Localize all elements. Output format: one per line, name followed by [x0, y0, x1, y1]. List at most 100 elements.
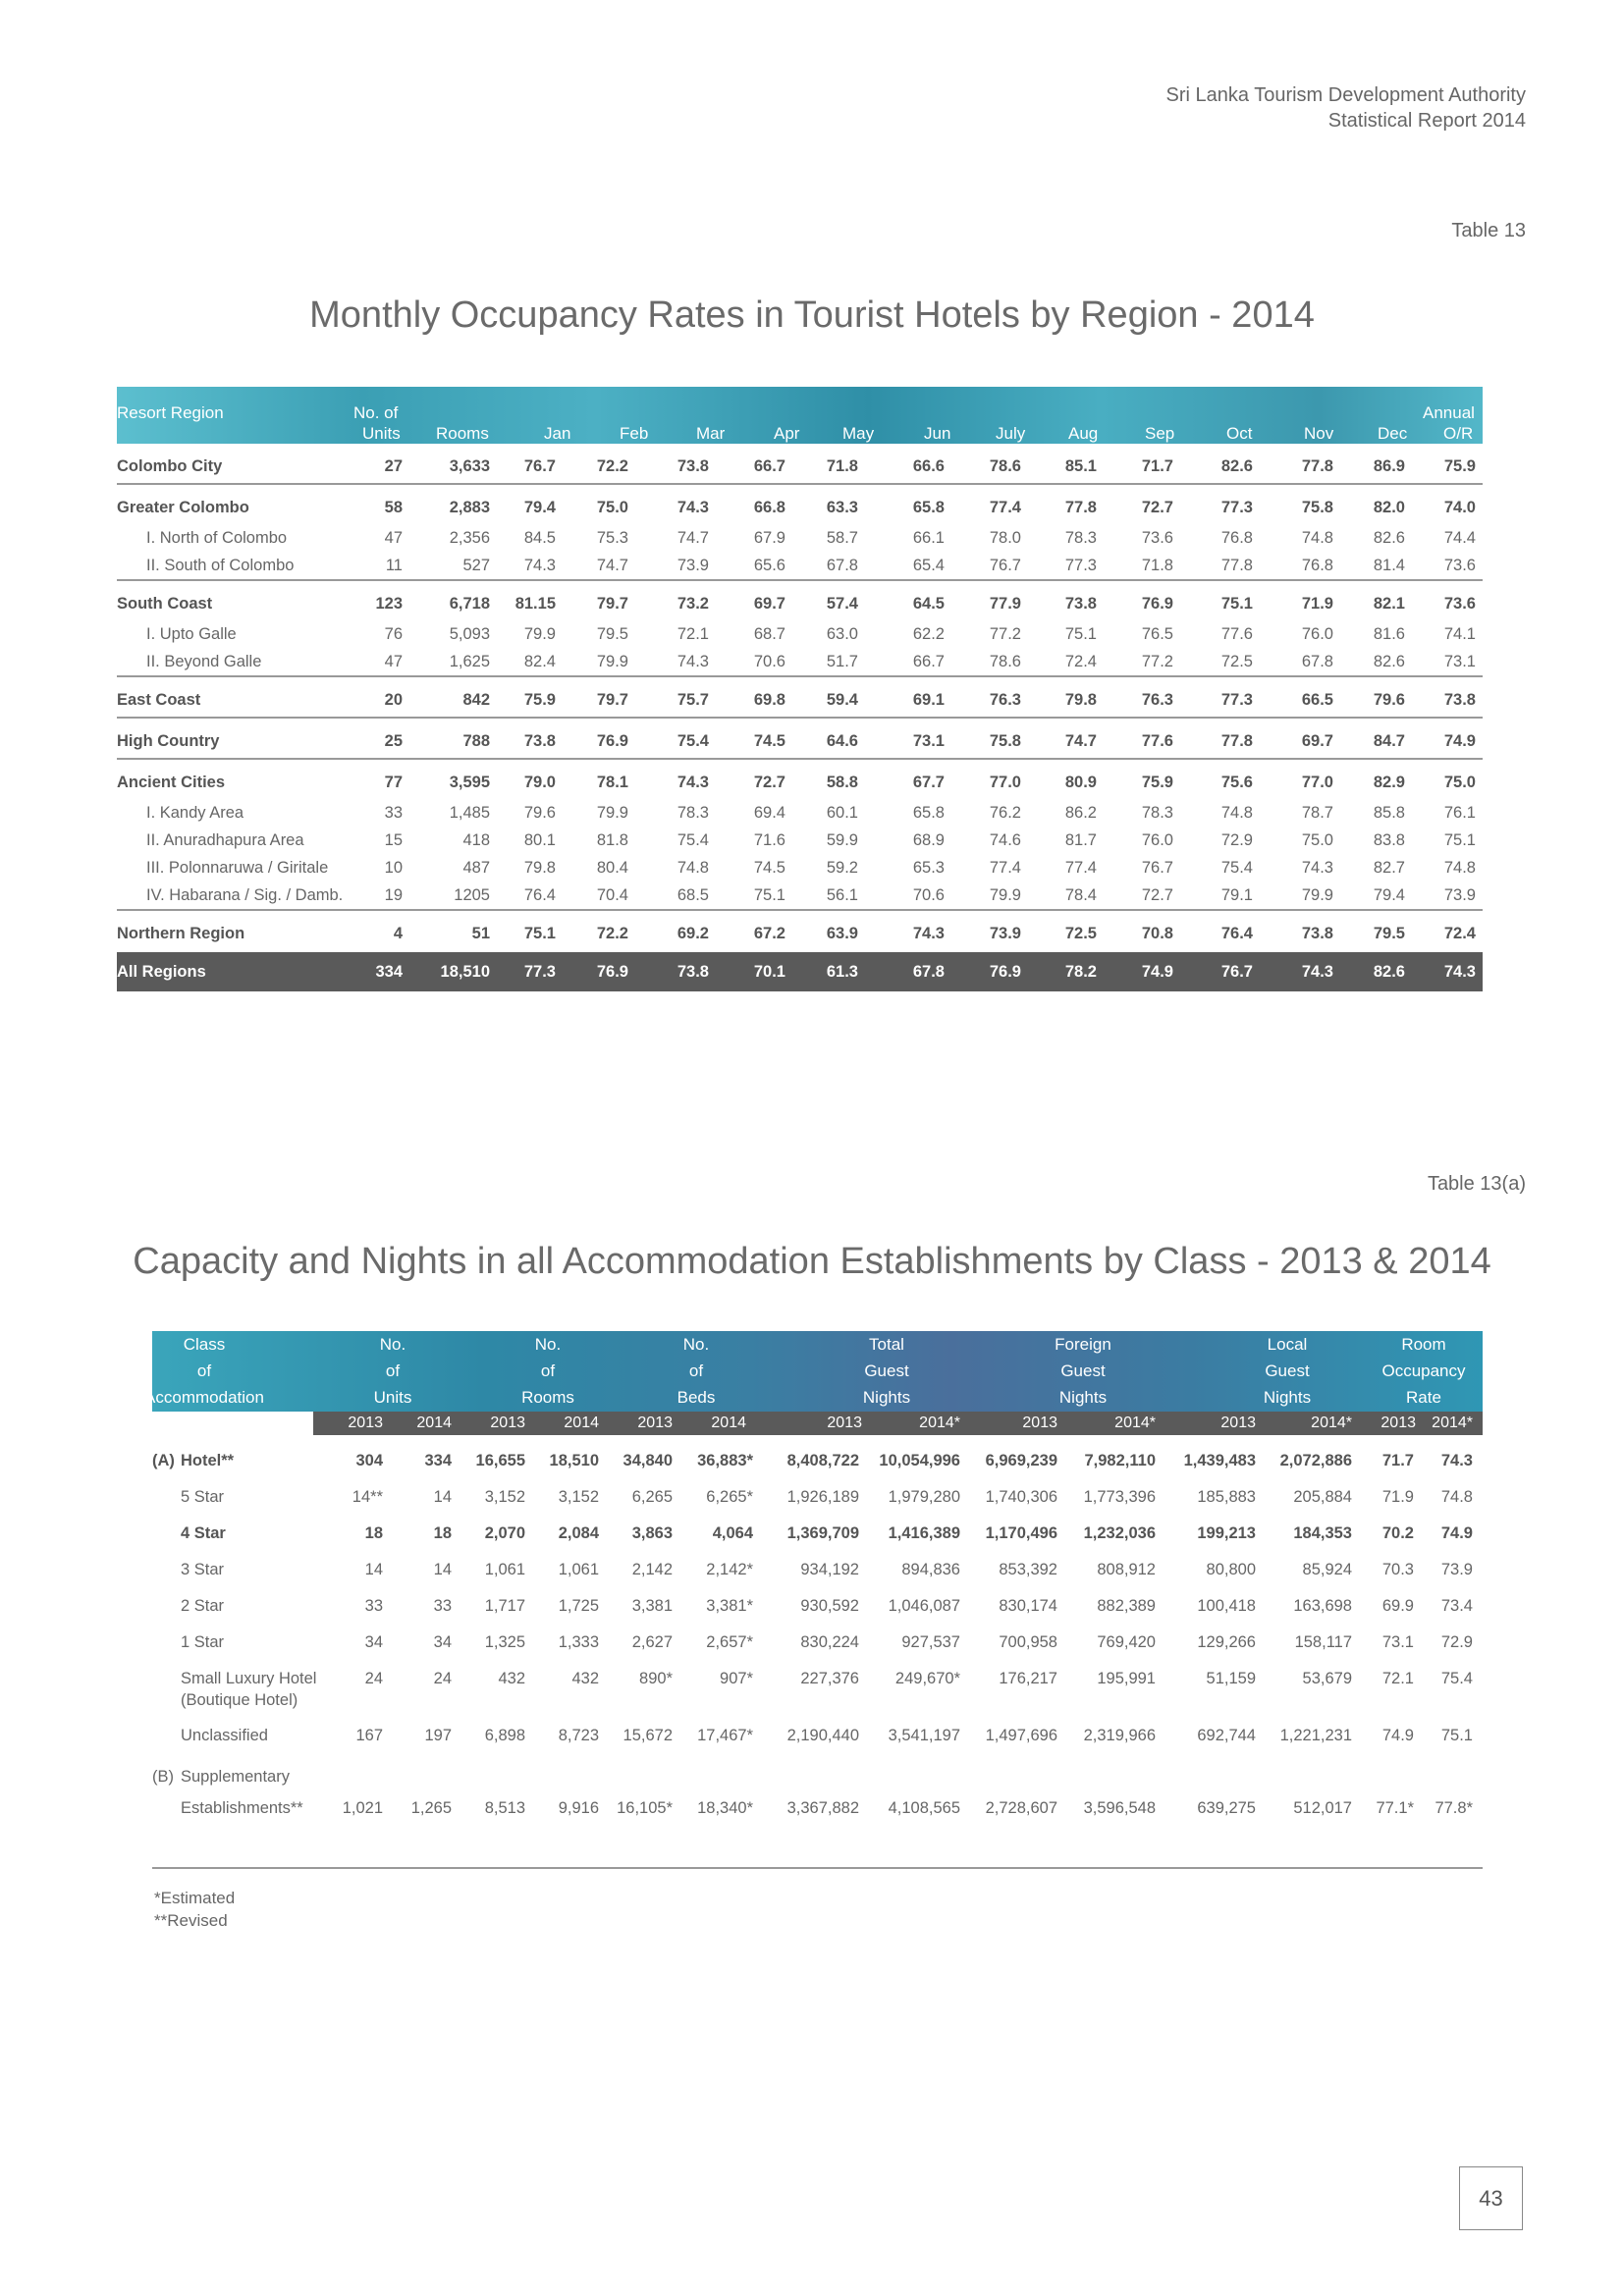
occupancy-cell: 74.5: [753, 859, 785, 877]
capacity-cell: 70.3: [1381, 1561, 1414, 1578]
occupancy-cell: 72.5: [1064, 925, 1097, 942]
occupancy-cell: 82.6: [1220, 457, 1253, 475]
capacity-cell: 53,679: [1302, 1670, 1352, 1687]
col-oct: Oct: [1226, 424, 1253, 443]
occupancy-cell: 76.7: [1141, 859, 1173, 877]
capacity-cell: 1,061: [558, 1561, 599, 1578]
col-dec: Dec: [1378, 424, 1408, 443]
occupancy-cell: 81.6: [1373, 625, 1405, 643]
occupancy-cell: 74.3: [912, 925, 945, 942]
header-line: Nights: [862, 1388, 911, 1407]
capacity-cell: 1,725: [558, 1597, 599, 1615]
occupancy-row: I. Kandy Area 33 1,485 79.6 79.9 78.3 69.4 60.1…: [117, 799, 1483, 827]
occupancy-cell: 64.6: [826, 732, 858, 750]
col-units-1: No. of: [353, 403, 399, 422]
occupancy-cell: 74.3: [523, 557, 556, 574]
header-line: Guest: [1060, 1362, 1106, 1380]
year-cell: 2013: [1220, 1415, 1256, 1431]
capacity-cell: 184,353: [1293, 1524, 1352, 1542]
capacity-cell: 3,152: [484, 1488, 525, 1506]
occupancy-cell: 1,625: [449, 653, 490, 670]
occupancy-cell: 86.2: [1064, 804, 1097, 822]
occupancy-cell: 65.6: [753, 557, 785, 574]
occupancy-cell: 69.8: [753, 691, 785, 709]
region-name: South Coast: [117, 595, 213, 613]
region-name: High Country: [117, 732, 220, 750]
occupancy-cell: 72.4: [1443, 925, 1476, 942]
occupancy-cell: 47: [384, 529, 403, 547]
capacity-cell: 1,061: [484, 1561, 525, 1578]
capacity-cell: 34,840: [623, 1452, 673, 1469]
capacity-cell: 197: [424, 1727, 452, 1744]
occupancy-cell: 73.1: [912, 732, 945, 750]
header-line: No.: [682, 1335, 710, 1354]
capacity-cell: 24: [364, 1670, 383, 1687]
col-jun: Jun: [924, 424, 951, 443]
occupancy-cell: 80.1: [523, 831, 556, 849]
occupancy-cell: 77.3: [1220, 691, 1253, 709]
occupancy-cell: 74.1: [1443, 625, 1476, 643]
capacity-cell: 8,513: [484, 1799, 525, 1817]
occupancy-cell: 76.7: [523, 457, 556, 475]
occupancy-cell: 81.7: [1064, 831, 1097, 849]
occupancy-cell: 82.9: [1373, 774, 1405, 791]
capacity-cell: 1,497,696: [985, 1727, 1057, 1744]
capacity-cell: 18,510: [549, 1452, 599, 1469]
capacity-cell: 8,408,722: [786, 1452, 859, 1469]
occupancy-row: East Coast 20 842 75.9 79.7 75.7 69.8 59.4 69.1 7…: [117, 675, 1483, 717]
capacity-table: Class of Accommodation No. of Units No. of Rooms…: [144, 1331, 1483, 1827]
occupancy-cell: 487: [462, 859, 490, 877]
capacity-cell: 1,333: [558, 1633, 599, 1651]
occupancy-cell: 76.3: [1141, 691, 1173, 709]
capacity-col-header: No. of Units: [314, 1331, 471, 1411]
col-jul: July: [996, 424, 1026, 443]
occupancy-cell: 78.6: [989, 653, 1021, 670]
capacity-cell: 432: [498, 1670, 525, 1687]
class-name: 1 Star: [181, 1633, 225, 1651]
capacity-cell: 74.9: [1440, 1524, 1473, 1542]
occupancy-cell: 66.7: [912, 653, 945, 670]
year-cell: 2013: [1380, 1415, 1416, 1431]
occupancy-cell: 66.8: [753, 499, 785, 516]
occupancy-cell: 60.1: [826, 804, 858, 822]
occupancy-cell: 418: [462, 831, 490, 849]
occupancy-cell: 63.3: [826, 499, 858, 516]
capacity-cell: 1,369,709: [786, 1524, 859, 1542]
capacity-cell: 10,054,996: [879, 1452, 960, 1469]
header-line: Room: [1401, 1335, 1446, 1354]
capacity-cell: 2,084: [558, 1524, 599, 1542]
header-line-2: Statistical Report 2014: [1327, 110, 1526, 132]
capacity-col-header: No. of Beds: [618, 1331, 775, 1411]
occupancy-cell: 79.5: [596, 625, 628, 643]
class-name: 3 Star: [181, 1561, 225, 1578]
capacity-cell: 882,389: [1097, 1597, 1156, 1615]
capacity-cell: 1,439,483: [1183, 1452, 1256, 1469]
header-line: Rooms: [521, 1388, 574, 1407]
occupancy-cell: 77.8: [1220, 557, 1253, 574]
capacity-col-header: Class of Accommodation: [126, 1331, 283, 1411]
capacity-col-header: Local Guest Nights: [1209, 1331, 1366, 1411]
capacity-cell: 73.1: [1381, 1633, 1414, 1651]
capacity-cell: 890*: [639, 1670, 673, 1687]
col-jan: Jan: [544, 424, 571, 443]
occupancy-cell: 66.6: [912, 457, 945, 475]
region-name: IV. Habarana / Sig. / Damb.: [146, 886, 344, 904]
capacity-cell: 80,800: [1206, 1561, 1256, 1578]
occupancy-cell: 74.3: [1443, 963, 1476, 981]
capacity-cell: 2,657*: [706, 1633, 753, 1651]
occupancy-cell: 66.1: [912, 529, 945, 547]
row-prefix: (A): [152, 1452, 175, 1469]
region-name: II. Anuradhapura Area: [146, 831, 304, 849]
header-line: of: [540, 1362, 556, 1380]
occupancy-cell: 77.0: [989, 774, 1021, 791]
occupancy-cell: 71.9: [1301, 595, 1333, 613]
occupancy-cell: 72.5: [1220, 653, 1253, 670]
header-line: Nights: [1263, 1388, 1312, 1407]
capacity-cell: 14: [433, 1561, 452, 1578]
occupancy-cell: 79.6: [523, 804, 556, 822]
occupancy-cell: 73.6: [1443, 557, 1476, 574]
occupancy-cell: 80.9: [1064, 774, 1097, 791]
occupancy-cell: 79.0: [523, 774, 556, 791]
occupancy-cell: 70.6: [753, 653, 785, 670]
occupancy-cell: 77.6: [1141, 732, 1173, 750]
